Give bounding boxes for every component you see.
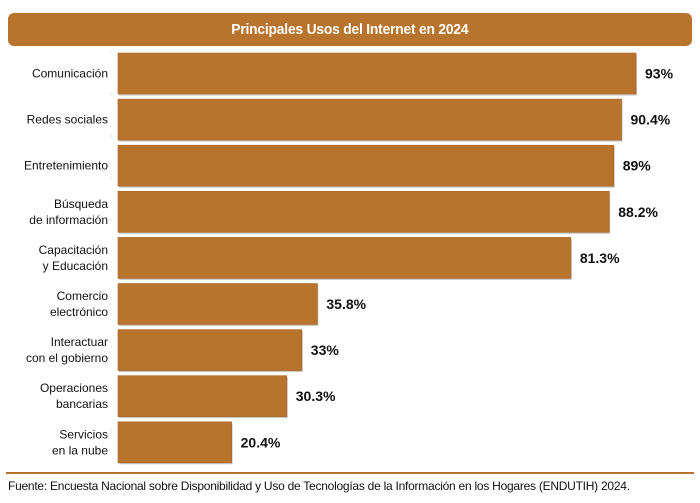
category-label: Búsqueda xyxy=(54,197,108,211)
value-label: 93% xyxy=(645,66,674,82)
category-label: Redes sociales xyxy=(27,113,108,127)
category-label: Capacitación xyxy=(39,243,108,257)
category-label: con el gobierno xyxy=(26,351,108,365)
bar-group: Operaciones bancarias 30.3% xyxy=(40,375,336,419)
value-label: 33% xyxy=(311,342,340,358)
bar xyxy=(117,421,232,464)
value-label: 81.3% xyxy=(580,250,620,266)
bar-group: Capacitación y Educación 81.3% xyxy=(39,237,620,280)
bar xyxy=(117,98,622,141)
chart-title-bar: Principales Usos del Internet en 2024 xyxy=(8,13,692,46)
bar-group: Redes sociales 90.4% xyxy=(27,98,671,142)
category-label: bancarias xyxy=(56,397,108,411)
bar xyxy=(117,144,615,187)
footer-divider xyxy=(6,472,694,474)
bar-group: Comunicación 93% xyxy=(32,52,674,96)
category-label: Servicios xyxy=(59,427,108,441)
bar xyxy=(117,283,318,325)
value-label: 35.8% xyxy=(326,296,366,312)
chart-title: Principales Usos del Internet en 2024 xyxy=(231,21,469,38)
category-label: y Educación xyxy=(43,259,108,273)
bar-group: Servicios en la nube 20.4% xyxy=(52,421,281,465)
value-label: 88.2% xyxy=(618,204,658,220)
bar xyxy=(117,52,637,95)
value-label: 90.4% xyxy=(631,112,671,128)
source-note: Fuente: Encuesta Nacional sobre Disponib… xyxy=(8,479,630,493)
bar-group: Búsqueda de información 88.2% xyxy=(29,191,659,234)
bar-group: Interactuar con el gobierno 33% xyxy=(26,329,340,373)
category-label: Comunicación xyxy=(32,67,108,81)
category-label: Comercio xyxy=(57,289,109,303)
bar xyxy=(117,329,303,371)
category-label: de información xyxy=(29,213,108,227)
value-label: 89% xyxy=(623,158,652,174)
category-label: Entretenimiento xyxy=(24,159,108,173)
value-label: 20.4% xyxy=(241,434,281,450)
bar-group: Entretenimiento 89% xyxy=(24,144,652,188)
value-label: 30.3% xyxy=(296,388,336,404)
bar xyxy=(117,375,288,418)
category-label: Interactuar xyxy=(51,335,108,349)
bar-group: Comercio electrónico 35.8% xyxy=(50,283,367,326)
category-label: electrónico xyxy=(50,305,108,319)
category-label: Operaciones xyxy=(40,381,108,395)
bar xyxy=(117,237,572,279)
bar xyxy=(117,191,610,233)
category-label: en la nube xyxy=(52,443,108,457)
